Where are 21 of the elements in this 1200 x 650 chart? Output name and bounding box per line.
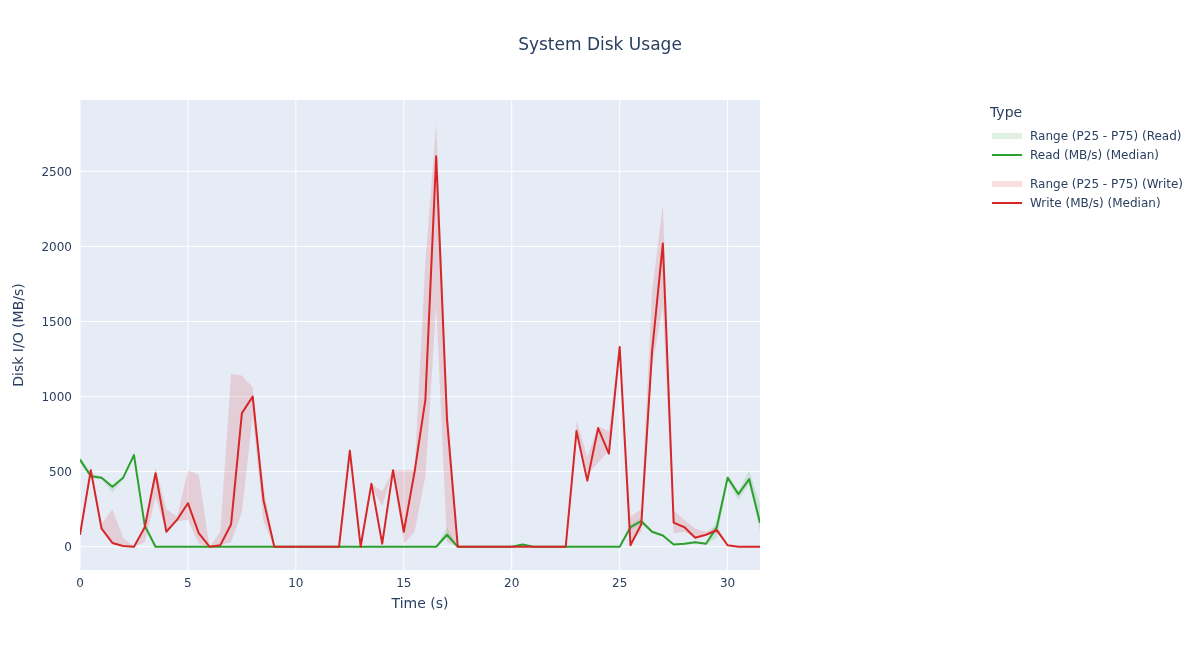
legend-label: Read (MB/s) (Median) (1030, 147, 1160, 162)
text: Range (P25 - P75) (Read) (1030, 128, 1182, 143)
x-tick-label: 10 (288, 575, 304, 590)
x-tick-label: 25 (612, 575, 628, 590)
y-tick-label: 2000 (41, 239, 72, 254)
y-tick-label: 0 (64, 539, 72, 554)
y-tick-label: 1000 (41, 389, 72, 404)
x-tick-label: 30 (719, 575, 736, 590)
y-tick-label: 2500 (41, 164, 72, 179)
text: Range (P25 - P75) (Write) (1030, 176, 1184, 191)
y-tick-label: 1500 (41, 314, 72, 329)
x-tick-label: 0 (76, 575, 84, 590)
legend-label: Write (MB/s) (Median) (1030, 195, 1161, 210)
legend-title: Type (990, 104, 1024, 120)
chart-title: System Disk Usage (517, 34, 683, 54)
x-tick-label: 15 (396, 575, 412, 590)
x-tick-label: 20 (504, 575, 520, 590)
x-axis-title: Time (s) (390, 594, 449, 611)
y-tick-label: 500 (49, 464, 72, 479)
y-axis-title: Disk I/O (MB/s) (9, 283, 26, 387)
x-tick-label: 5 (184, 575, 192, 590)
